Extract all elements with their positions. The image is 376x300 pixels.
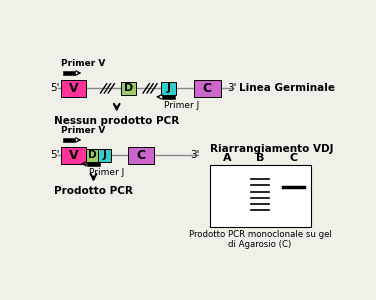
Text: Primer V: Primer V	[61, 126, 105, 135]
Text: V: V	[68, 82, 78, 95]
Text: J: J	[102, 150, 106, 160]
Text: A: A	[223, 153, 231, 163]
Text: Linea Germinale: Linea Germinale	[239, 83, 335, 93]
Text: V: V	[68, 149, 78, 162]
Text: C: C	[290, 153, 297, 163]
Bar	[210, 165, 311, 227]
Text: Primer J: Primer J	[164, 101, 199, 110]
Text: Primer V: Primer V	[61, 59, 105, 68]
Bar	[86, 149, 98, 162]
Text: C: C	[203, 82, 212, 95]
Bar	[161, 82, 176, 95]
Bar	[62, 70, 75, 75]
Bar	[61, 80, 86, 97]
Text: 5': 5'	[50, 83, 60, 93]
Text: 3': 3'	[190, 150, 200, 160]
Text: J: J	[167, 83, 171, 93]
Text: C: C	[136, 149, 146, 162]
Text: 5': 5'	[50, 150, 60, 160]
Bar	[121, 82, 136, 95]
Text: Primer J: Primer J	[89, 168, 124, 177]
Bar	[61, 147, 86, 164]
Text: Nessun prodotto PCR: Nessun prodotto PCR	[54, 116, 179, 126]
Text: Riarrangiamento VDJ: Riarrangiamento VDJ	[210, 144, 333, 154]
Bar	[127, 147, 154, 164]
Text: 3': 3'	[227, 83, 237, 93]
Text: Prodotto PCR: Prodotto PCR	[54, 186, 133, 196]
Bar	[87, 161, 100, 166]
Text: D: D	[124, 83, 133, 93]
Text: D: D	[88, 150, 96, 160]
Text: Prodotto PCR monoclonale su gel
di Agarosio (C): Prodotto PCR monoclonale su gel di Agaro…	[189, 230, 332, 249]
Bar	[162, 94, 175, 99]
Bar	[98, 149, 111, 162]
Bar	[62, 138, 75, 142]
Text: B: B	[256, 153, 264, 163]
Bar	[194, 80, 221, 97]
